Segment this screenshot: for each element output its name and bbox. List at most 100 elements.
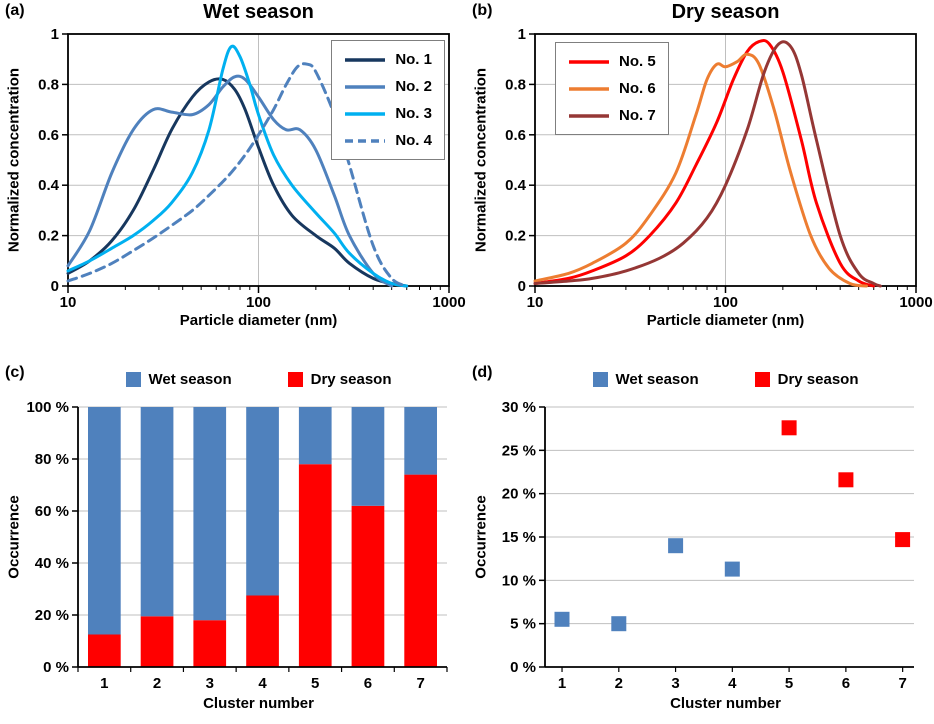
- panel-letter-a: (a): [5, 2, 25, 19]
- svg-text:10: 10: [60, 294, 77, 311]
- svg-text:3: 3: [206, 675, 214, 692]
- panel-a-wet-season: 10 100 1000 0 0.2 0.4 0.6 0.8 1 (a) Wet season N…: [0, 0, 467, 362]
- svg-text:6: 6: [842, 675, 850, 692]
- svg-text:6: 6: [364, 675, 372, 692]
- svg-text:0 %: 0 %: [510, 659, 536, 676]
- svg-text:0.4: 0.4: [38, 177, 60, 194]
- panel-c-occurrence-bars: 1 2 3 4 5 6 7 0 % 20 % 40 % 60 % 80 % 100 % (c) Wet …: [0, 362, 467, 724]
- svg-text:40 %: 40 %: [35, 555, 69, 572]
- chart-title-dry-season: Dry season: [671, 1, 780, 23]
- svg-text:2: 2: [615, 675, 623, 692]
- svg-text:0 %: 0 %: [43, 659, 69, 676]
- legend-label: No. 6: [619, 80, 656, 97]
- legend-label: Wet season: [615, 370, 699, 388]
- panel-letter-c: (c): [5, 364, 25, 381]
- legend-line-sample: [569, 113, 609, 118]
- panel-b-dry-season: 10 100 1000 0 0.2 0.4 0.6 0.8 1 (b) Dry season N…: [467, 0, 934, 362]
- svg-text:0.6: 0.6: [38, 127, 59, 144]
- svg-text:15 %: 15 %: [502, 529, 536, 546]
- svg-text:1: 1: [51, 26, 59, 43]
- legend-color-swatch: [754, 371, 770, 387]
- svg-text:5: 5: [311, 675, 319, 692]
- legend-label: No. 3: [395, 105, 432, 122]
- legend-label: No. 7: [619, 107, 656, 124]
- legend-item: No. 3: [344, 100, 432, 127]
- legend-item: Dry season: [287, 368, 392, 390]
- svg-text:7: 7: [898, 675, 906, 692]
- legend-item: No. 6: [568, 75, 656, 102]
- dry-season-line-chart: 10 100 1000 0 0.2 0.4 0.6 0.8 1: [505, 26, 933, 311]
- svg-text:4: 4: [728, 675, 737, 692]
- legend-color-swatch: [287, 371, 303, 387]
- svg-text:1000: 1000: [899, 294, 932, 311]
- svg-text:1000: 1000: [432, 294, 465, 311]
- y-axis-title: Normalized concentration: [5, 67, 23, 253]
- svg-text:0: 0: [51, 278, 59, 295]
- legend-item: Wet season: [592, 368, 699, 390]
- svg-text:0.2: 0.2: [38, 228, 59, 245]
- legend-line-sample: [345, 111, 386, 116]
- svg-text:100: 100: [713, 294, 738, 311]
- panel-letter-b: (b): [472, 2, 493, 19]
- legend: No. 5 No. 6 No. 7: [555, 42, 669, 135]
- legend: Wet season Dry season: [68, 368, 449, 390]
- x-axis-title: Particle diameter (nm): [179, 312, 338, 329]
- svg-text:0: 0: [518, 278, 526, 295]
- legend-label: No. 5: [619, 53, 656, 70]
- legend-label: Dry season: [310, 370, 392, 388]
- legend-line-sample: [569, 59, 609, 64]
- svg-text:80 %: 80 %: [35, 451, 69, 468]
- svg-text:0.4: 0.4: [505, 177, 527, 194]
- svg-text:0.8: 0.8: [38, 76, 59, 93]
- svg-text:3: 3: [671, 675, 679, 692]
- svg-text:60 %: 60 %: [35, 503, 69, 520]
- svg-text:10 %: 10 %: [502, 572, 536, 589]
- svg-text:20 %: 20 %: [502, 486, 536, 503]
- svg-text:5: 5: [785, 675, 793, 692]
- legend-label: No. 2: [395, 78, 432, 95]
- chart-title-wet-season: Wet season: [203, 1, 314, 23]
- svg-text:1: 1: [100, 675, 108, 692]
- svg-text:1: 1: [518, 26, 526, 43]
- legend-item: No. 7: [568, 102, 656, 129]
- occurrence-scatter-chart: 1 2 3 4 5 6 7 0 % 5 % 10 % 15 % 20 % 25 % 30 %: [502, 399, 914, 692]
- svg-text:100: 100: [246, 294, 271, 311]
- svg-text:25 %: 25 %: [502, 442, 536, 459]
- svg-text:5 %: 5 %: [510, 616, 536, 633]
- x-axis-title: Cluster number: [670, 695, 781, 712]
- x-axis-title: Particle diameter (nm): [646, 312, 805, 329]
- svg-text:20 %: 20 %: [35, 607, 69, 624]
- legend: Wet season Dry season: [535, 368, 916, 390]
- legend-line-sample: [345, 138, 386, 143]
- svg-text:2: 2: [153, 675, 161, 692]
- legend-label: Wet season: [148, 370, 232, 388]
- y-axis-title: Normalized concentration: [472, 67, 490, 253]
- svg-text:7: 7: [416, 675, 424, 692]
- svg-text:4: 4: [258, 675, 267, 692]
- x-axis-title: Cluster number: [203, 695, 314, 712]
- svg-text:0.6: 0.6: [505, 127, 526, 144]
- legend: No. 1 No. 2 No. 3 No. 4: [331, 40, 445, 160]
- panel-d-occurrence-scatter: 1 2 3 4 5 6 7 0 % 5 % 10 % 15 % 20 % 25 % 30 % (d) We…: [467, 362, 934, 724]
- occurrence-stacked-bar-chart: 1 2 3 4 5 6 7 0 % 20 % 40 % 60 % 80 % 100 %: [26, 399, 448, 692]
- legend-item: Dry season: [754, 368, 859, 390]
- svg-text:100 %: 100 %: [26, 399, 69, 416]
- legend-item: Wet season: [125, 368, 232, 390]
- legend-line-sample: [345, 84, 386, 89]
- y-axis-title: Occurrence: [5, 495, 23, 579]
- svg-text:10: 10: [527, 294, 544, 311]
- legend-line-sample: [569, 86, 609, 91]
- svg-text:0.8: 0.8: [505, 76, 526, 93]
- legend-label: No. 1: [395, 51, 432, 68]
- legend-item: No. 2: [344, 73, 432, 100]
- legend-color-swatch: [125, 371, 141, 387]
- legend-line-sample: [345, 57, 386, 62]
- svg-text:30 %: 30 %: [502, 399, 536, 416]
- legend-item: No. 4: [344, 127, 432, 154]
- legend-label: Dry season: [777, 370, 859, 388]
- legend-item: No. 5: [568, 48, 656, 75]
- panel-letter-d: (d): [472, 364, 493, 381]
- legend-label: No. 4: [395, 132, 432, 149]
- svg-text:0.2: 0.2: [505, 228, 526, 245]
